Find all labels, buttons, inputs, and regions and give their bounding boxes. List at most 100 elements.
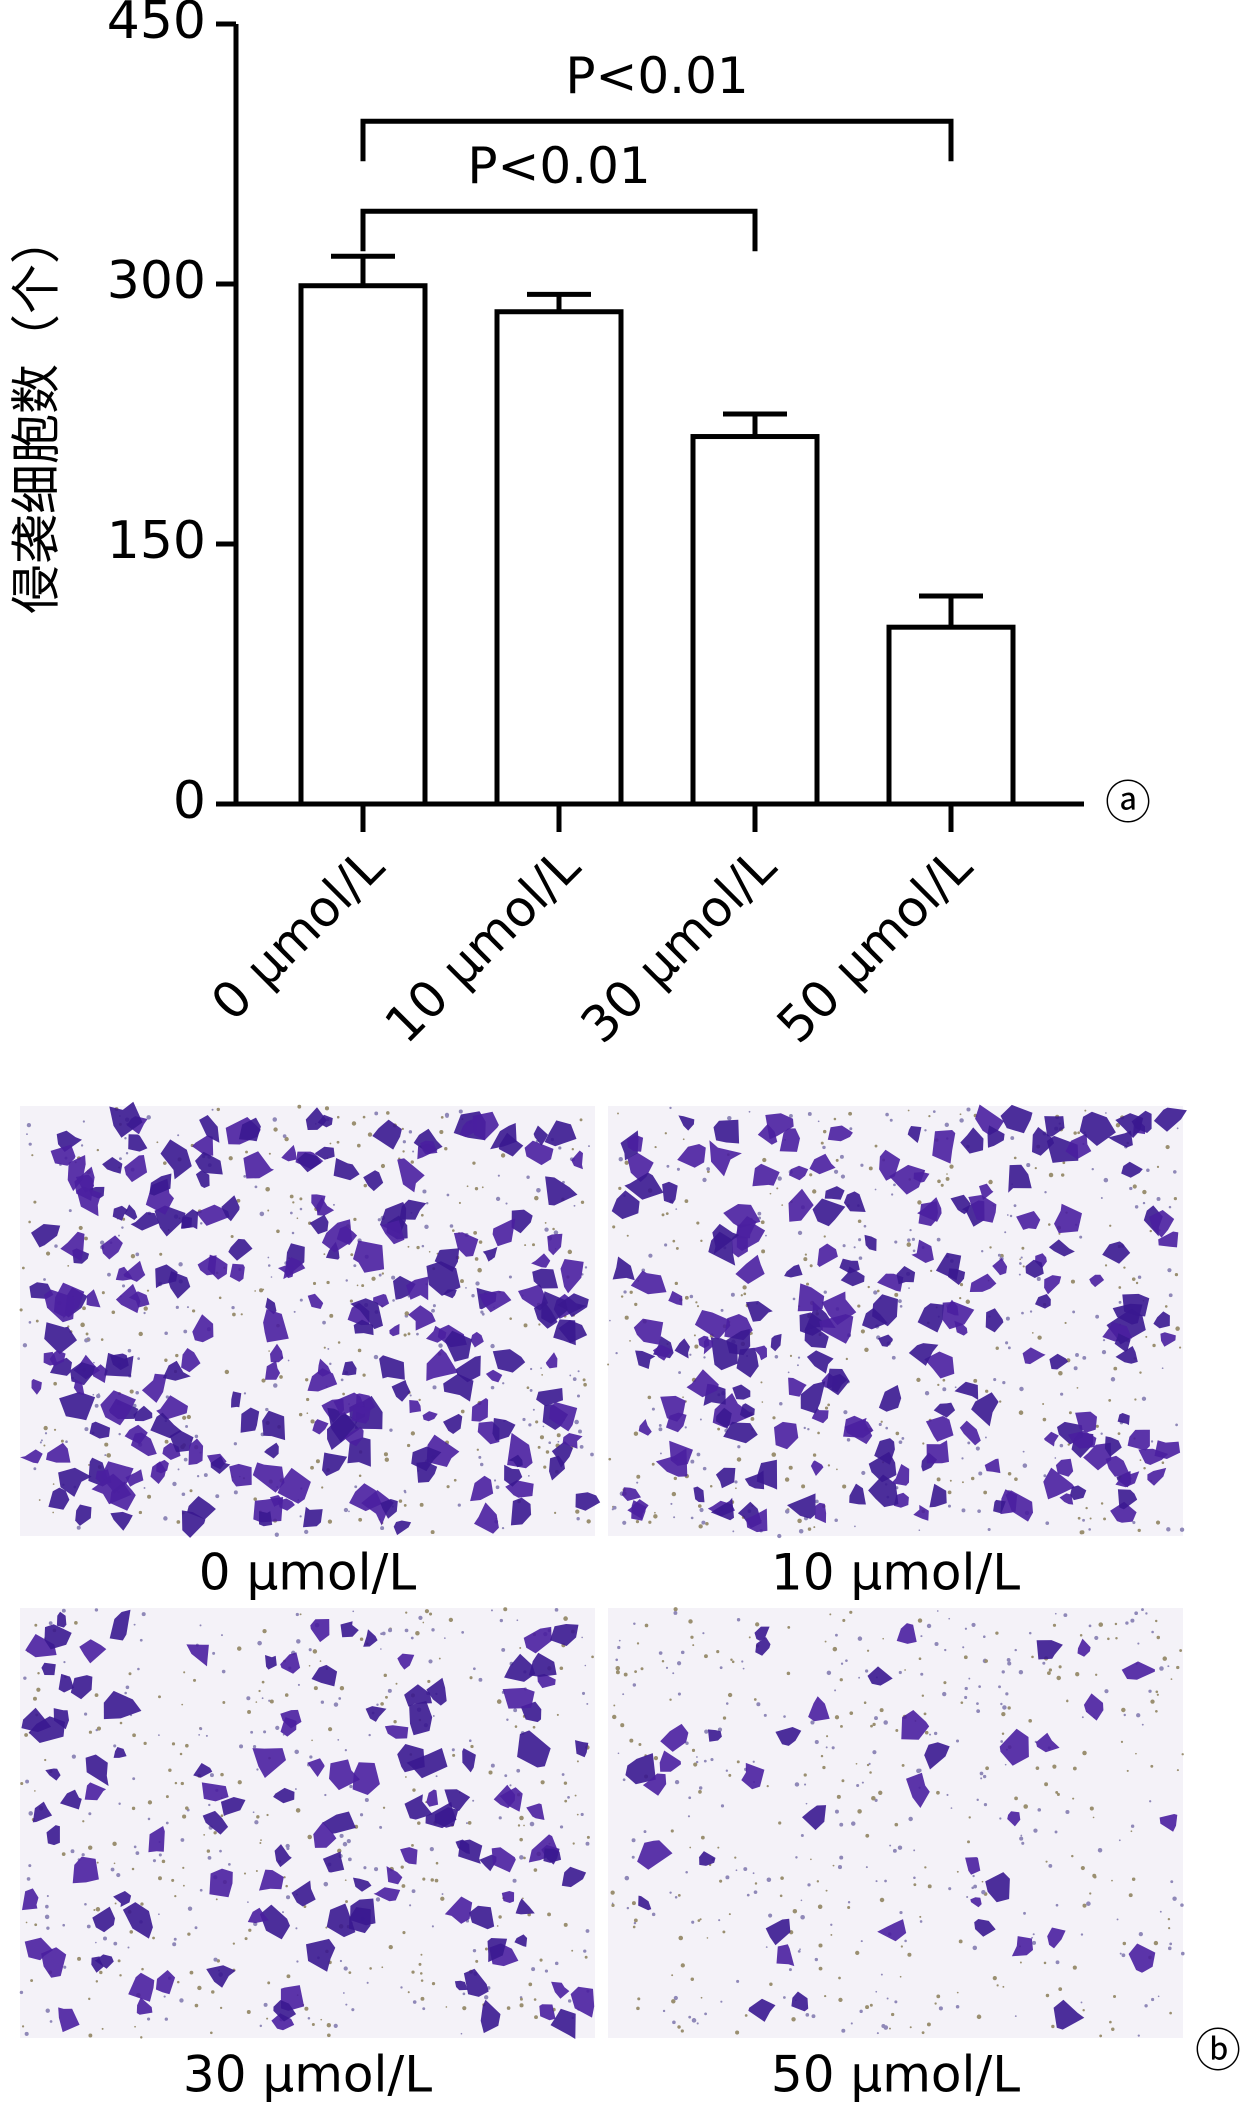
debris bbox=[345, 2003, 348, 2006]
debris bbox=[672, 1672, 675, 1675]
debris bbox=[1032, 1933, 1035, 1936]
debris bbox=[563, 1922, 568, 1927]
debris bbox=[1144, 2004, 1148, 2008]
debris bbox=[174, 1781, 178, 1785]
debris bbox=[1167, 1946, 1172, 1951]
cell bbox=[774, 1421, 799, 1450]
debris bbox=[307, 1834, 312, 1840]
cell bbox=[788, 1165, 809, 1181]
debris bbox=[329, 1313, 334, 1318]
debris bbox=[995, 1346, 999, 1350]
debris bbox=[849, 1127, 853, 1131]
debris bbox=[1001, 1670, 1005, 1674]
debris bbox=[540, 1367, 542, 1369]
cell bbox=[181, 1209, 199, 1230]
debris bbox=[787, 1625, 791, 1629]
debris bbox=[947, 1490, 952, 1495]
debris bbox=[688, 1796, 692, 1800]
cell bbox=[819, 1314, 854, 1344]
debris bbox=[885, 1426, 889, 1430]
cell bbox=[479, 1854, 497, 1872]
debris bbox=[449, 1224, 454, 1228]
cell bbox=[776, 1944, 795, 1967]
debris bbox=[45, 2008, 50, 2013]
debris bbox=[968, 1816, 971, 1819]
debris bbox=[320, 1700, 325, 1704]
debris bbox=[730, 1658, 733, 1661]
debris bbox=[1139, 1371, 1142, 1374]
debris bbox=[1014, 1796, 1018, 1801]
debris bbox=[754, 1882, 758, 1885]
debris bbox=[1058, 1987, 1063, 1991]
debris bbox=[143, 1487, 146, 1489]
cell bbox=[545, 1352, 558, 1369]
cell bbox=[188, 1438, 204, 1465]
debris bbox=[196, 1475, 200, 1478]
debris bbox=[43, 1425, 48, 1431]
debris bbox=[661, 1213, 665, 1217]
debris bbox=[940, 1183, 944, 1187]
debris bbox=[1181, 1753, 1184, 1756]
cell bbox=[652, 1344, 673, 1361]
debris bbox=[407, 1991, 410, 1994]
cell bbox=[259, 1511, 273, 1527]
debris bbox=[788, 1968, 792, 1972]
debris bbox=[996, 1984, 999, 1987]
debris bbox=[135, 1252, 140, 1257]
cell bbox=[533, 1125, 548, 1146]
debris bbox=[182, 1884, 185, 1887]
debris bbox=[224, 1369, 230, 1375]
debris bbox=[92, 1393, 95, 1396]
debris bbox=[1107, 1637, 1110, 1641]
cell bbox=[125, 1469, 144, 1487]
debris bbox=[146, 1289, 150, 1292]
debris bbox=[936, 1237, 941, 1242]
debris bbox=[1071, 1854, 1074, 1858]
cell bbox=[426, 1325, 447, 1343]
debris bbox=[571, 1148, 574, 1151]
cell bbox=[307, 1758, 325, 1777]
debris bbox=[780, 1876, 784, 1880]
cell bbox=[349, 1483, 382, 1512]
debris bbox=[669, 1698, 672, 1701]
cell bbox=[100, 1390, 136, 1426]
debris bbox=[972, 1945, 978, 1951]
debris bbox=[1165, 1144, 1170, 1150]
debris bbox=[959, 1283, 964, 1287]
cell bbox=[155, 1970, 176, 1995]
debris bbox=[727, 1692, 733, 1698]
cell bbox=[779, 1128, 800, 1152]
cell bbox=[508, 1454, 523, 1468]
debris bbox=[1060, 1173, 1065, 1177]
micrograph bbox=[19, 1607, 595, 2039]
debris bbox=[1022, 1265, 1025, 1268]
cell bbox=[826, 1368, 850, 1396]
debris bbox=[107, 1272, 111, 1277]
debris bbox=[1042, 1417, 1047, 1422]
cell bbox=[397, 1158, 425, 1193]
debris bbox=[1132, 1520, 1136, 1525]
debris bbox=[28, 1864, 32, 1868]
debris bbox=[581, 1636, 583, 1639]
debris bbox=[778, 1821, 782, 1825]
debris bbox=[818, 1966, 823, 1971]
debris bbox=[1176, 1665, 1180, 1670]
cell bbox=[925, 1416, 954, 1442]
annotation: P<0.01 bbox=[565, 47, 748, 105]
debris bbox=[43, 1444, 46, 1447]
cell bbox=[839, 1258, 860, 1274]
debris bbox=[412, 1150, 415, 1153]
debris bbox=[290, 1211, 293, 1215]
debris bbox=[348, 1971, 352, 1975]
debris bbox=[352, 1610, 355, 1613]
debris bbox=[31, 1154, 34, 1157]
debris bbox=[609, 1319, 611, 1322]
micrograph bbox=[607, 1104, 1187, 1539]
debris bbox=[1150, 1699, 1155, 1704]
debris bbox=[531, 1967, 536, 1972]
debris bbox=[539, 1435, 545, 1440]
debris bbox=[65, 1440, 68, 1444]
debris bbox=[307, 2017, 311, 2020]
debris bbox=[567, 1796, 570, 1799]
cell bbox=[181, 1510, 206, 1538]
